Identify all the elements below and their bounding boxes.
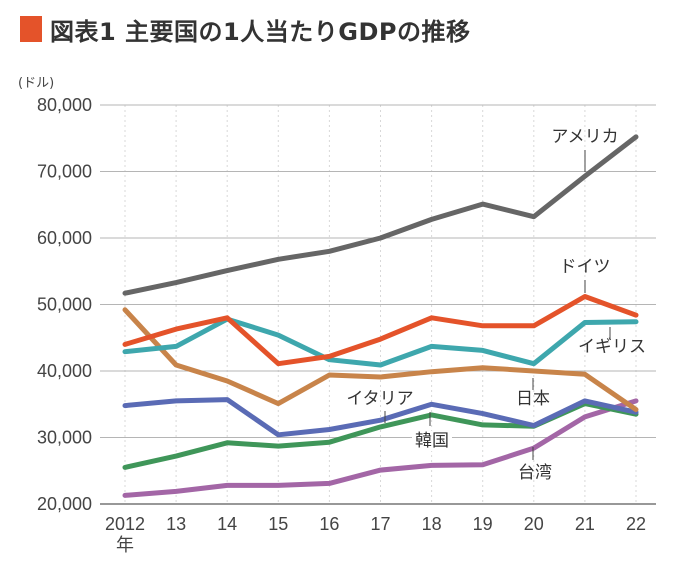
series-label: 韓国	[415, 431, 449, 451]
series-line-1	[122, 294, 639, 367]
y-tick-label: 60,000	[37, 228, 92, 248]
x-tick-label: 18	[422, 514, 442, 534]
series-label: アメリカ	[551, 127, 618, 147]
series-line-0	[122, 134, 639, 296]
series-line-3	[122, 307, 639, 413]
series-line-4	[122, 397, 639, 438]
x-tick-label: 15	[268, 514, 288, 534]
y-axis-unit-label: (ドル)	[18, 76, 55, 91]
series-lines	[122, 134, 639, 498]
x-tick-label: 22	[626, 514, 646, 534]
x-tick-label: 17	[370, 514, 390, 534]
x-tick-label: 13	[166, 514, 186, 534]
y-tick-label: 70,000	[37, 162, 92, 182]
x-tick-labels: 2012 13 14 15 16 17 18 19 20 21 22 年	[105, 514, 646, 555]
y-tick-label: 50,000	[37, 295, 92, 315]
chart-title-text: 図表1 主要国の1人当たりGDPの推移	[50, 17, 471, 46]
y-tick-label: 20,000	[37, 494, 92, 514]
y-tick-label: 80,000	[37, 95, 92, 115]
series-label: ドイツ	[560, 257, 611, 277]
x-tick-year-suffix: 年	[116, 535, 134, 555]
series-label: 日本	[516, 389, 550, 409]
series-line-2	[122, 316, 639, 368]
x-tick-label: 19	[473, 514, 493, 534]
chart-title: 図表1 主要国の1人当たりGDPの推移	[20, 12, 470, 46]
series-label: イギリス	[578, 337, 646, 357]
x-tick-label: 16	[319, 514, 339, 534]
x-tick-label: 2012	[105, 514, 145, 534]
y-tick-labels: 20,000 30,000 40,000 50,000 60,000 70,000 80,0…	[37, 95, 92, 514]
y-tick-label: 40,000	[37, 361, 92, 381]
series-label: 台湾	[518, 463, 552, 483]
label-background	[412, 431, 452, 451]
x-tick-label: 14	[217, 514, 237, 534]
series-label: イタリア	[346, 389, 413, 409]
series-line-6	[122, 398, 639, 498]
x-tick-label: 21	[575, 514, 595, 534]
y-tick-label: 30,000	[37, 428, 92, 448]
title-marker-icon	[20, 16, 42, 42]
x-tick-label: 20	[524, 514, 544, 534]
